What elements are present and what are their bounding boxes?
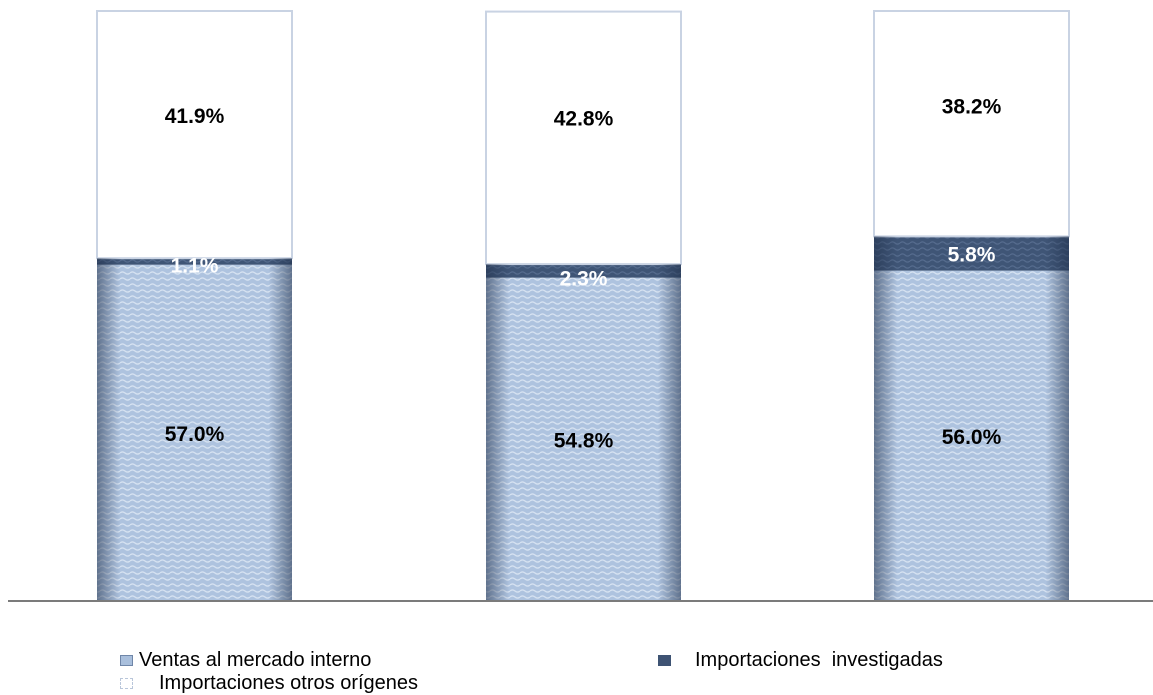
data-label-investigadas-2020: 5.8% bbox=[948, 243, 996, 266]
x-tick-label-2020: 2020 bbox=[947, 618, 996, 620]
x-tick-label-2018: 2018 bbox=[170, 618, 219, 620]
legend-label-investigadas: Importaciones investigadas bbox=[695, 649, 943, 671]
data-label-otros-2018: 41.9% bbox=[165, 105, 225, 128]
bar-shading-2020 bbox=[874, 236, 1069, 601]
legend-swatch-ventas bbox=[120, 655, 133, 666]
data-labels-layer: 57.0% 1.1% 41.9% 54.8% 2.3% 42.8% 56.0% 5.8% 38.… bbox=[165, 96, 1002, 453]
legend-swatch-investigadas bbox=[658, 655, 671, 666]
bars-layer bbox=[96, 10, 1070, 601]
data-label-ventas-2020: 56.0% bbox=[942, 426, 1002, 449]
x-tick-label-2019: 2019 bbox=[559, 618, 608, 620]
legend-swatch-otros bbox=[120, 678, 133, 689]
data-label-ventas-2018: 57.0% bbox=[165, 423, 225, 446]
legend-item-ventas: Ventas al mercado interno bbox=[120, 649, 371, 672]
bar-otros-2020 bbox=[873, 10, 1070, 238]
legend-item-importaciones-investigadas: Importaciones investigadas bbox=[658, 649, 943, 672]
bar-shading-2019 bbox=[486, 264, 681, 601]
data-label-ventas-2019: 54.8% bbox=[554, 429, 614, 452]
legend-label-otros: Importaciones otros orígenes bbox=[159, 672, 419, 694]
data-label-investigadas-2018: 1.1% bbox=[171, 255, 219, 278]
data-label-investigadas-2019: 2.3% bbox=[560, 268, 608, 291]
data-label-otros-2020: 38.2% bbox=[942, 96, 1002, 119]
data-label-otros-2019: 42.8% bbox=[554, 108, 614, 131]
bar-otros-2019 bbox=[485, 10, 682, 266]
bar-otros-2018 bbox=[96, 10, 293, 260]
x-tick-labels: 2018 2019 2020 bbox=[170, 618, 996, 620]
legend-item-importaciones-otros: Importaciones otros orígenes bbox=[120, 672, 418, 695]
bar-shading-2018 bbox=[97, 258, 292, 601]
stacked-bar-chart: 57.0% 1.1% 41.9% 54.8% 2.3% 42.8% 56.0% 5.8% 38.… bbox=[8, 10, 1153, 620]
legend-label-ventas: Ventas al mercado interno bbox=[139, 649, 372, 671]
